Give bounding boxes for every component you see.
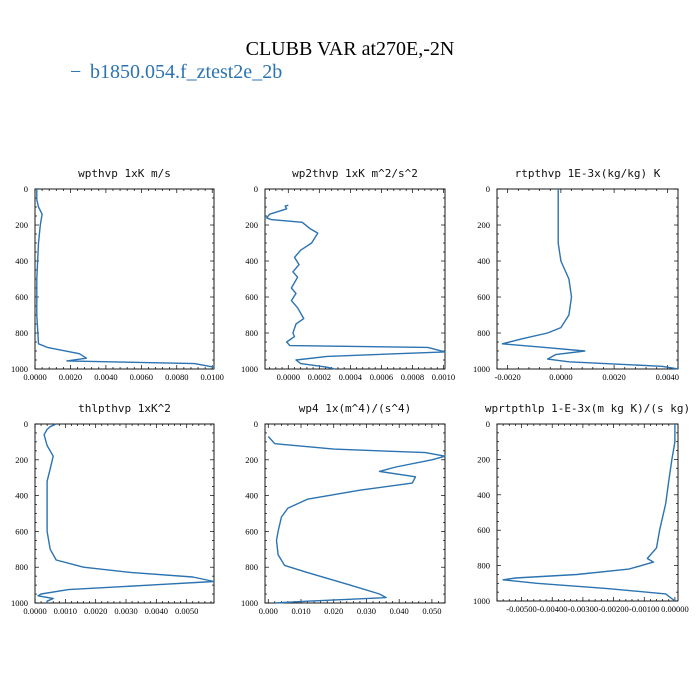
y-tick-label: 400 xyxy=(245,256,258,266)
plot-frame xyxy=(496,188,679,370)
y-tick-label: 600 xyxy=(15,526,28,536)
panel-title: wpthvp 1xK m/s xyxy=(78,167,171,180)
series-line xyxy=(502,424,676,602)
y-tick-label: 0 xyxy=(486,419,490,429)
plot-frame xyxy=(34,188,215,370)
panel-title: wp2thvp 1xK m^2/s^2 xyxy=(292,167,418,180)
series-line xyxy=(36,189,215,369)
x-tick-label: 0.00000 xyxy=(661,604,689,614)
y-tick-label: 200 xyxy=(245,220,258,230)
plot-frame xyxy=(264,423,446,604)
x-tick-label: 0.0040 xyxy=(656,372,679,382)
x-tick-label: 0.0080 xyxy=(165,372,188,382)
y-tick-label: 0 xyxy=(24,419,28,429)
x-tick-label: 0.0100 xyxy=(201,372,224,382)
plot-frame xyxy=(496,423,679,602)
y-tick-label: 400 xyxy=(15,256,28,266)
x-tick-label: 0.0010 xyxy=(54,606,77,616)
x-tick-label: 0.0020 xyxy=(602,372,625,382)
series-line xyxy=(501,189,679,370)
x-tick-label: -0.00200 xyxy=(598,604,628,614)
y-tick-label: 800 xyxy=(245,328,258,338)
y-tick-label: 200 xyxy=(15,455,28,465)
x-tick-label: 0.000 xyxy=(259,606,278,616)
x-tick-label: 0.0004 xyxy=(339,372,363,382)
y-tick-label: 1000 xyxy=(473,596,490,606)
x-tick-label: 0.0002 xyxy=(308,372,331,382)
x-tick-label: 0.0010 xyxy=(432,372,455,382)
x-tick-label: 0.0000 xyxy=(549,372,572,382)
panel-title: wp4 1x(m^4)/(s^4) xyxy=(299,402,412,415)
y-tick-label: 400 xyxy=(15,491,28,501)
x-tick-label: -0.00300 xyxy=(568,604,598,614)
y-tick-label: 0 xyxy=(254,419,258,429)
legend: − b1850.054.f_ztest2e_2b xyxy=(70,61,282,83)
x-tick-label: 0.020 xyxy=(324,606,343,616)
x-tick-label: 0.0006 xyxy=(370,372,393,382)
x-tick-label: 0.0030 xyxy=(114,606,137,616)
x-tick-label: -0.00100 xyxy=(629,604,659,614)
y-tick-label: 600 xyxy=(245,526,258,536)
y-tick-label: 1000 xyxy=(241,364,258,374)
y-tick-label: 800 xyxy=(15,562,28,572)
x-tick-label: 0.0000 xyxy=(23,372,46,382)
panel-6: wprtpthlp 1-E-3x(m kg K)/(s kg) 0 200 400 60… xyxy=(473,402,690,614)
y-tick-label: 200 xyxy=(245,455,258,465)
x-tick-label: 0.040 xyxy=(390,606,409,616)
panel-title: rtpthvp 1E-3x(kg/kg) K xyxy=(515,167,661,180)
panel-title: thlpthvp 1xK^2 xyxy=(78,402,171,415)
y-tick-label: 1000 xyxy=(241,598,258,608)
y-tick-label: 1000 xyxy=(11,364,28,374)
x-tick-label: 0.0050 xyxy=(175,606,198,616)
y-tick-label: 800 xyxy=(477,561,490,571)
y-tick-label: 0 xyxy=(486,184,490,194)
figure-title: CLUBB VAR at270E,-2N xyxy=(246,38,455,60)
x-tick-label: 0.0000 xyxy=(277,372,300,382)
y-tick-label: 1000 xyxy=(11,598,28,608)
y-tick-label: 200 xyxy=(477,220,490,230)
x-tick-label: -0.00400 xyxy=(537,604,567,614)
x-tick-label: 0.0020 xyxy=(84,606,107,616)
y-tick-label: 600 xyxy=(15,292,28,302)
y-tick-label: 400 xyxy=(477,490,490,500)
y-tick-label: 600 xyxy=(477,292,490,302)
legend-label: b1850.054.f_ztest2e_2b xyxy=(90,61,282,83)
y-tick-label: 0 xyxy=(24,184,28,194)
y-tick-label: 400 xyxy=(477,256,490,266)
legend-marker: − xyxy=(70,61,81,83)
y-tick-label: 200 xyxy=(15,220,28,230)
x-tick-label: 0.0060 xyxy=(130,372,153,382)
plot-frame xyxy=(264,188,446,370)
x-tick-label: -0.0020 xyxy=(495,372,521,382)
y-tick-label: 600 xyxy=(245,292,258,302)
x-tick-label: 0.0008 xyxy=(401,372,424,382)
panel-title: wprtpthlp 1-E-3x(m kg K)/(s kg) xyxy=(485,402,690,415)
y-tick-label: 1000 xyxy=(473,364,490,374)
x-tick-label: 0.0040 xyxy=(145,606,168,616)
y-tick-label: 800 xyxy=(15,328,28,338)
x-tick-label: 0.010 xyxy=(291,606,310,616)
x-tick-label: 0.030 xyxy=(357,606,376,616)
panel-2: wp2thvp 1xK m^2/s^2 0 200 400 600 800 1000 0.00… xyxy=(241,167,455,382)
y-tick-label: 800 xyxy=(477,328,490,338)
series-line xyxy=(37,423,215,603)
series-line xyxy=(267,436,446,604)
x-tick-label: 0.050 xyxy=(422,606,441,616)
x-tick-label: 0.0040 xyxy=(94,372,117,382)
y-tick-label: 800 xyxy=(245,562,258,572)
x-tick-label: -0.00500 xyxy=(506,604,536,614)
x-tick-label: 0.0000 xyxy=(23,606,46,616)
y-tick-label: 0 xyxy=(254,184,258,194)
y-tick-label: 200 xyxy=(477,454,490,464)
y-tick-label: 400 xyxy=(245,491,258,501)
x-tick-label: 0.0020 xyxy=(59,372,82,382)
y-tick-label: 600 xyxy=(477,525,490,535)
series-line xyxy=(265,204,446,370)
panel-3: rtpthvp 1E-3x(kg/kg) K 0 200 400 600 800 1000-… xyxy=(473,167,679,382)
